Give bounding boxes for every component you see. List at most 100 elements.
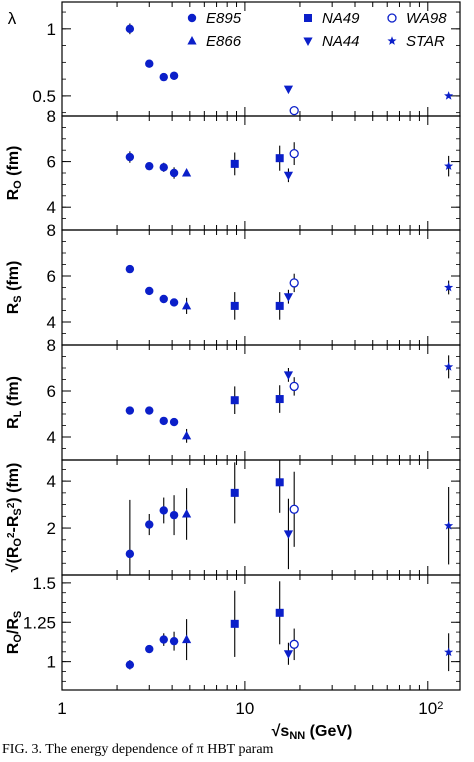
x-tick-label: 1 bbox=[57, 699, 66, 718]
marker-circle-open bbox=[289, 148, 299, 159]
marker-star bbox=[444, 282, 454, 292]
marker-triangle-down bbox=[283, 85, 294, 95]
marker-square-filled bbox=[275, 608, 284, 617]
marker-square-filled bbox=[230, 619, 239, 628]
marker-square-filled bbox=[275, 301, 284, 310]
y-axis-label: RL (fm) bbox=[5, 376, 24, 429]
data-point-e895 bbox=[145, 286, 154, 296]
y-axis-label: λ bbox=[8, 9, 17, 28]
data-point-e895 bbox=[125, 660, 135, 670]
data-point-na44 bbox=[283, 289, 294, 304]
data-point-e895 bbox=[159, 633, 168, 646]
marker-star bbox=[444, 362, 454, 371]
data-point-e895 bbox=[145, 513, 154, 536]
marker-circle-open bbox=[289, 381, 299, 392]
data-point-e895 bbox=[159, 416, 168, 426]
marker-square-filled bbox=[275, 395, 284, 404]
legend-label: E895 bbox=[206, 10, 242, 27]
marker-triangle-up bbox=[181, 508, 192, 518]
data-point-na49 bbox=[275, 385, 284, 413]
x-tick-label: 10 bbox=[235, 699, 254, 718]
y-axis-label: RO (fm) bbox=[5, 146, 24, 201]
data-point-na49 bbox=[275, 581, 284, 645]
data-point-e895 bbox=[159, 162, 168, 172]
data-point-na49 bbox=[275, 292, 284, 320]
marker-circle-filled bbox=[145, 520, 154, 529]
data-point-e895 bbox=[169, 631, 179, 651]
data-point-e895 bbox=[169, 495, 179, 536]
y-tick-label: 1.25 bbox=[23, 613, 56, 632]
marker-star bbox=[444, 520, 454, 530]
legend-item-star: STAR bbox=[387, 33, 445, 50]
data-point-e895 bbox=[125, 264, 135, 274]
panel-frame bbox=[61, 574, 461, 691]
legend-label: NA44 bbox=[322, 33, 360, 50]
legend-marker bbox=[304, 14, 312, 22]
panel-Ro: 4 6 8 RO (fm) bbox=[5, 107, 461, 231]
data-point-e895 bbox=[159, 72, 168, 82]
y-tick-label: 8 bbox=[47, 336, 56, 355]
data-point-na49 bbox=[275, 460, 284, 513]
data-point-na49 bbox=[230, 462, 239, 524]
data-point-star bbox=[444, 486, 454, 565]
marker-circle-filled bbox=[169, 510, 179, 520]
data-point-e895 bbox=[125, 151, 135, 163]
data-point-e895 bbox=[145, 59, 154, 68]
marker-circle-filled bbox=[159, 163, 168, 172]
data-point-wa98 bbox=[289, 105, 299, 116]
marker-triangle-down bbox=[283, 371, 294, 380]
data-point-star bbox=[444, 155, 454, 177]
panel-lambda: 0.5 1 λ E895 NA49 WA98 E866 NA44 STAR bbox=[8, 1, 461, 117]
marker-square-filled bbox=[230, 396, 239, 405]
legend-marker bbox=[387, 13, 397, 23]
legend-label: WA98 bbox=[406, 10, 447, 27]
marker-square-filled bbox=[275, 478, 284, 487]
y-tick-label: 1.5 bbox=[32, 574, 56, 593]
data-point-wa98 bbox=[289, 377, 299, 396]
marker-circle-filled bbox=[145, 59, 154, 68]
y-tick-label: 1 bbox=[47, 653, 56, 672]
data-point-e895 bbox=[159, 294, 168, 304]
data-point-e895 bbox=[159, 497, 168, 524]
marker-triangle-down bbox=[283, 530, 294, 539]
marker-square-filled bbox=[230, 301, 239, 310]
marker-triangle-up bbox=[181, 634, 192, 644]
panel-Ro_over_Rs: 1 1.25 1.5 RO/RS 1 10 102 √sNN (GeV) bbox=[5, 574, 461, 742]
marker-triangle-up bbox=[181, 430, 192, 440]
data-point-na44 bbox=[283, 498, 294, 570]
panel-frame bbox=[61, 229, 461, 346]
marker-triangle-up bbox=[181, 300, 192, 310]
panel-sqrt_diff: 2 4 √(RO2-RS2) (fm) bbox=[5, 459, 461, 576]
panel-frame bbox=[61, 115, 461, 231]
marker-circle-filled bbox=[169, 636, 179, 646]
legend-marker bbox=[187, 13, 197, 23]
marker-circle-filled bbox=[159, 416, 168, 426]
legend-marker bbox=[303, 37, 313, 46]
marker-circle-open bbox=[289, 639, 299, 649]
data-point-e866 bbox=[181, 488, 192, 540]
x-tick-label: 102 bbox=[418, 699, 443, 718]
data-point-e895 bbox=[169, 417, 179, 427]
data-point-e895 bbox=[169, 71, 179, 80]
data-point-wa98 bbox=[289, 628, 299, 661]
marker-square-filled bbox=[230, 159, 239, 168]
data-point-star bbox=[444, 280, 454, 295]
data-point-e895 bbox=[125, 499, 135, 575]
marker-star bbox=[444, 647, 454, 657]
data-point-wa98 bbox=[289, 273, 299, 293]
data-point-na44 bbox=[283, 642, 294, 665]
data-point-e895 bbox=[125, 406, 135, 415]
data-point-na49 bbox=[230, 152, 239, 176]
legend-item-e895: E895 bbox=[187, 10, 242, 27]
data-point-star bbox=[444, 633, 454, 672]
marker-triangle-down bbox=[283, 171, 294, 181]
panel-frame bbox=[61, 344, 461, 461]
marker-circle-filled bbox=[169, 298, 179, 307]
marker-circle-filled bbox=[159, 294, 168, 304]
panel-frame bbox=[61, 459, 461, 576]
y-tick-label: 2 bbox=[47, 519, 56, 538]
y-tick-label: 8 bbox=[47, 107, 56, 126]
marker-circle-filled bbox=[145, 286, 154, 296]
marker-circle-filled bbox=[145, 644, 154, 654]
marker-circle-filled bbox=[159, 506, 168, 515]
